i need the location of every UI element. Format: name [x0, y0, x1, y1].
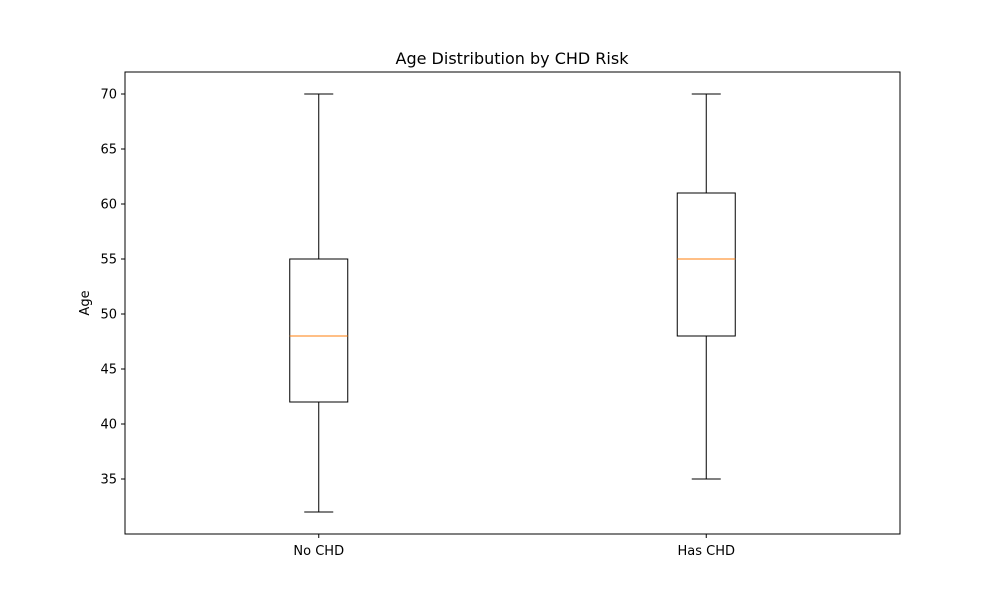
box-iqr	[289, 258, 349, 403]
x-tick-label: No CHD	[293, 544, 344, 559]
y-tick-label: 35	[100, 473, 117, 488]
y-tick-label: 40	[100, 418, 117, 433]
y-axis-label: Age	[78, 290, 93, 315]
plot-area: 35 40 45 50 55 60 65 70 No CHD Has CHD	[100, 88, 736, 559]
y-tick-label: 60	[100, 198, 117, 213]
box-iqr	[676, 192, 736, 337]
chart-title: Age Distribution by CHD Risk	[396, 49, 630, 68]
y-tick-label: 55	[100, 253, 117, 268]
y-tick-label: 50	[100, 308, 117, 323]
x-tick-label: Has CHD	[677, 544, 735, 559]
y-tick-label: 65	[100, 143, 117, 158]
y-tick-label: 45	[100, 363, 117, 378]
plot-frame	[124, 71, 901, 535]
y-tick-label: 70	[100, 88, 117, 103]
